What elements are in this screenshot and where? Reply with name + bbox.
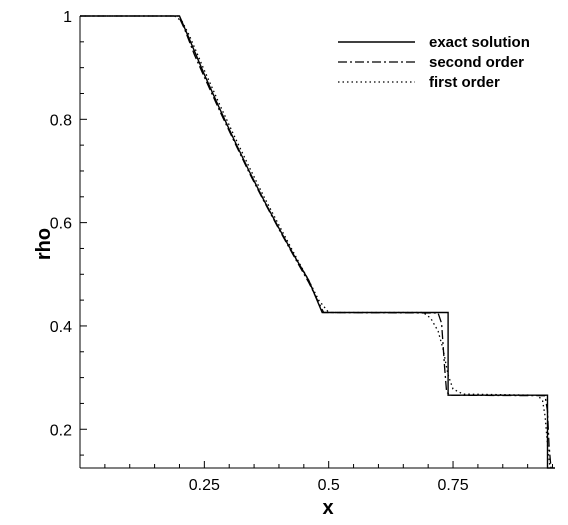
x-axis-label: x (322, 497, 333, 519)
x-tick-label: 0.5 (318, 477, 340, 494)
x-tick-label: 0.75 (437, 477, 468, 494)
y-axis-label: rho (33, 228, 55, 260)
axes: 0.25 0.5 0.75 0.2 0.4 0.6 0.8 1 (50, 9, 555, 494)
plot-area (80, 15, 555, 469)
legend: exact solution second order first order (338, 34, 530, 91)
legend-label: exact solution (429, 34, 530, 51)
legend-label: first order (429, 74, 500, 91)
y-tick-label: 1 (63, 9, 72, 26)
y-tick-label: 0.8 (50, 112, 72, 129)
series-line-second-order (80, 15, 552, 469)
legend-label: second order (429, 54, 524, 71)
y-tick-label: 0.4 (50, 319, 72, 336)
y-tick-label: 0.2 (50, 422, 72, 439)
x-tick-label: 0.25 (189, 477, 220, 494)
y-tick-label: 0.6 (50, 216, 72, 233)
